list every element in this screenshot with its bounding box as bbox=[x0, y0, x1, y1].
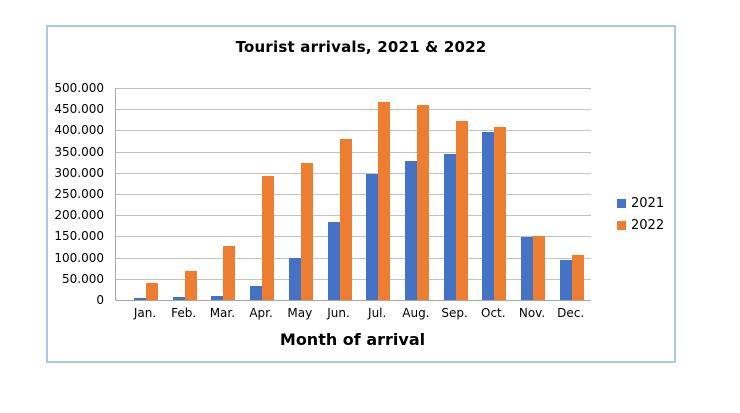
gridline bbox=[116, 88, 591, 89]
bar-2022-aug bbox=[417, 105, 429, 300]
bar-2022-sep bbox=[456, 121, 468, 300]
x-tick-label: Nov. bbox=[518, 306, 546, 320]
bar-2021-aug bbox=[405, 161, 417, 300]
x-tick-label: May bbox=[287, 306, 313, 320]
x-tick-label: Mar. bbox=[209, 306, 236, 320]
gridline bbox=[116, 173, 591, 174]
legend-item-2022: 2022 bbox=[617, 219, 664, 232]
gridline bbox=[116, 236, 591, 237]
bar-2021-oct bbox=[482, 132, 494, 300]
y-tick-label: 500.000 bbox=[54, 81, 104, 95]
bar-2021-mar bbox=[211, 296, 223, 300]
gridline bbox=[116, 130, 591, 131]
bar-2021-dec bbox=[560, 260, 572, 300]
x-tick-label: Feb. bbox=[171, 306, 197, 320]
gridline bbox=[116, 194, 591, 195]
x-tick-label: Dec. bbox=[557, 306, 585, 320]
legend-label: 2021 bbox=[631, 196, 665, 211]
y-tick-label: 100.000 bbox=[54, 251, 104, 265]
bar-2022-dec bbox=[572, 255, 584, 300]
bar-2021-sep bbox=[444, 154, 456, 300]
bar-2021-apr bbox=[250, 286, 262, 300]
bar-2022-apr bbox=[262, 176, 274, 300]
y-axis-labels: 500.000 450.000 400.000 350.000 300.000 250.0… bbox=[48, 81, 108, 307]
y-tick-label: 400.000 bbox=[54, 123, 104, 137]
bar-2021-jun bbox=[328, 222, 340, 300]
legend-label: 2022 bbox=[631, 218, 665, 233]
bar-2022-may bbox=[301, 163, 313, 300]
x-axis-line bbox=[116, 300, 591, 301]
x-tick-label: Aug. bbox=[402, 306, 430, 320]
y-tick-label: 200.000 bbox=[54, 208, 104, 222]
gridline bbox=[116, 152, 591, 153]
x-tick-label: Oct. bbox=[481, 306, 506, 320]
bar-2021-jan bbox=[134, 298, 146, 300]
gridline bbox=[116, 215, 591, 216]
y-tick-label: 50.000 bbox=[62, 272, 104, 286]
bar-2022-feb bbox=[185, 271, 197, 300]
plot-area bbox=[115, 88, 591, 301]
y-tick-label: 450.000 bbox=[54, 102, 104, 116]
x-tick-label: Sep. bbox=[441, 306, 468, 320]
bar-2022-nov bbox=[533, 236, 545, 300]
bar-2021-feb bbox=[173, 297, 185, 300]
bar-2022-jul bbox=[378, 102, 390, 300]
bar-2022-jun bbox=[340, 139, 352, 300]
x-axis-title: Month of arrival bbox=[279, 330, 426, 349]
y-tick-label: 350.000 bbox=[54, 145, 104, 159]
bar-2022-mar bbox=[223, 246, 235, 300]
chart-frame: Tourist arrivals, 2021 & 2022 500.000 450… bbox=[46, 25, 676, 363]
gridline bbox=[116, 279, 591, 280]
x-tick-label: Jan. bbox=[133, 306, 157, 320]
legend-swatch-icon bbox=[617, 221, 626, 230]
gridline bbox=[116, 109, 591, 110]
y-tick-label: 250.000 bbox=[54, 187, 104, 201]
y-tick-label: 150.000 bbox=[54, 229, 104, 243]
bar-2021-may bbox=[289, 258, 301, 300]
legend-swatch-icon bbox=[617, 199, 626, 208]
bar-2021-nov bbox=[521, 237, 533, 300]
bar-2021-jul bbox=[366, 174, 378, 300]
y-tick-label: 0 bbox=[96, 293, 104, 307]
x-tick-label: Jun. bbox=[327, 306, 350, 320]
bar-2022-oct bbox=[494, 127, 506, 300]
y-tick-label: 300.000 bbox=[54, 166, 104, 180]
chart-title: Tourist arrivals, 2021 & 2022 bbox=[235, 38, 487, 56]
x-tick-label: Jul. bbox=[368, 306, 387, 320]
legend-item-2021: 2021 bbox=[617, 197, 664, 210]
x-tick-label: Apr. bbox=[249, 306, 273, 320]
gridline bbox=[116, 258, 591, 259]
bar-2022-jan bbox=[146, 283, 158, 300]
legend: 2021 2022 bbox=[617, 197, 664, 241]
